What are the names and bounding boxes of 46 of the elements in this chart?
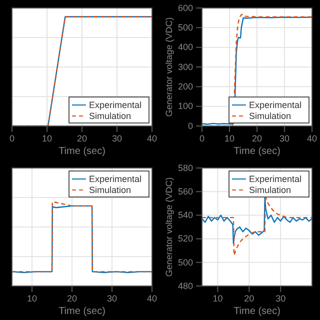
x-tick-label: 30	[276, 293, 286, 304]
y-tick-label: 600	[178, 2, 193, 13]
legend-label: Experimental	[89, 174, 142, 184]
legend-label: Experimental	[249, 100, 302, 110]
x-axis-title: Time (sec)	[234, 146, 280, 157]
x-axis-title: Time (sec)	[58, 306, 106, 317]
x-tick-label: 10	[42, 133, 52, 144]
y-tick-label: 520	[178, 234, 193, 244]
x-tick-label: 10	[212, 293, 223, 304]
y-axis-title: Generator voltage (VDC)	[164, 177, 174, 277]
y-tick-label: 0	[188, 120, 193, 131]
x-tick-label: 0	[199, 133, 205, 144]
line-series	[202, 196, 312, 256]
y-tick-label: 200	[178, 82, 193, 92]
x-tick-label: 30	[279, 133, 290, 144]
x-tick-label: 40	[306, 133, 318, 144]
x-tick-label: 40	[146, 133, 158, 144]
y-tick-label: 580	[178, 162, 193, 173]
y-tick-label: 480	[178, 280, 193, 291]
legend-label: Experimental	[249, 174, 302, 184]
y-tick-label: 400	[178, 42, 193, 52]
y-tick-label: 100	[178, 101, 193, 112]
x-tick-label: 10	[26, 293, 38, 304]
legend-label: Simulation	[89, 185, 132, 195]
x-axis-title: Time (sec)	[58, 146, 106, 157]
x-tick-label: 20	[66, 293, 78, 304]
x-tick-label: 0	[9, 133, 15, 144]
line-series	[202, 196, 312, 244]
y-tick-label: 540	[178, 210, 193, 220]
legend-label: Simulation	[249, 185, 292, 195]
x-axis-title: Time (sec)	[234, 306, 280, 317]
y-axis-title: Generator voltage (VDC)	[164, 17, 174, 117]
legend-label: Simulation	[249, 111, 292, 121]
x-tick-label: 30	[106, 293, 118, 304]
legend-label: Simulation	[89, 111, 132, 121]
x-tick-label: 10	[224, 133, 235, 144]
legend-label: Experimental	[89, 100, 142, 110]
x-tick-label: 20	[76, 133, 88, 144]
y-tick-label: 500	[178, 257, 193, 268]
x-tick-label: 20	[244, 293, 254, 304]
y-tick-label: 300	[178, 62, 193, 72]
y-tick-label: 560	[178, 186, 193, 196]
x-tick-label: 20	[252, 133, 262, 144]
x-tick-label: 40	[146, 293, 158, 304]
x-tick-label: 30	[112, 133, 122, 144]
y-tick-label: 500	[178, 22, 193, 33]
